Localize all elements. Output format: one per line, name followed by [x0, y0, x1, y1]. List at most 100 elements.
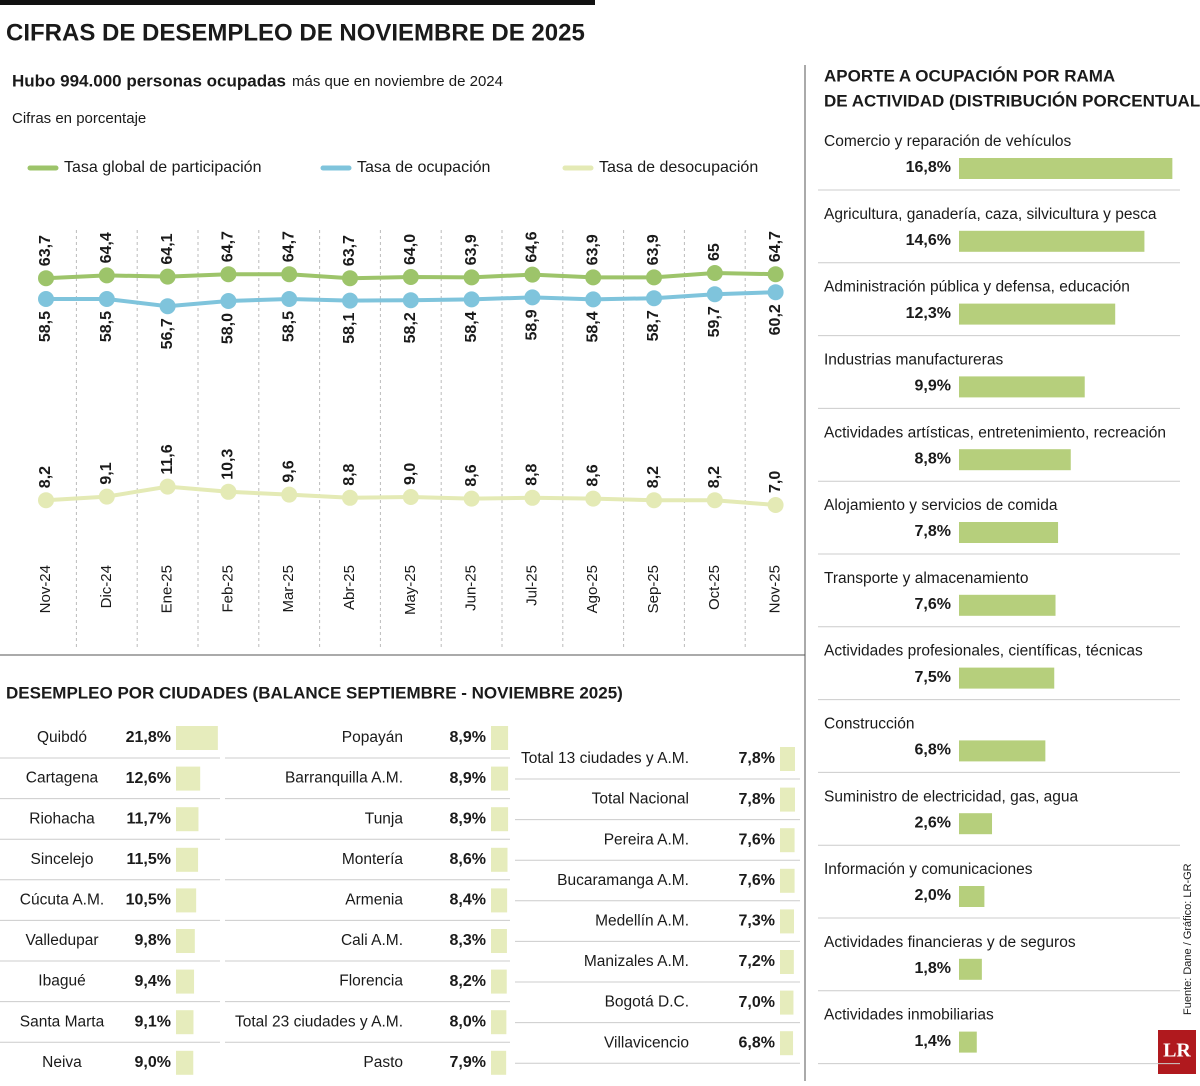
data-label: 63,7 [37, 235, 54, 266]
bar [780, 990, 794, 1015]
data-label: 8,8 [341, 463, 358, 485]
data-label: 58,7 [645, 310, 662, 341]
value-label: 8,6% [450, 851, 486, 868]
point [646, 269, 662, 286]
point [281, 291, 298, 307]
category-label: Industrias manufactureras [824, 351, 1003, 368]
category-label: Ibagué [38, 973, 85, 990]
category-label: Total Nacional [592, 791, 689, 808]
data-label: 64,7 [767, 231, 784, 262]
bar [491, 766, 509, 791]
category-label: Agricultura, ganadería, caza, silvicultu… [824, 206, 1157, 223]
data-label: 64,1 [159, 233, 176, 264]
bar [959, 958, 982, 980]
point [159, 298, 176, 315]
bar [959, 740, 1046, 762]
category-label: Popayán [342, 729, 403, 746]
data-label: 63,9 [463, 234, 480, 265]
data-label: 10,3 [220, 449, 237, 480]
point [767, 497, 784, 513]
bar [491, 807, 509, 832]
value-label: 7,8% [739, 791, 775, 808]
value-label: 16,8% [906, 159, 951, 176]
point [463, 269, 480, 286]
data-label: 11,6 [159, 444, 176, 474]
data-label: 58,4 [463, 311, 480, 342]
subtitle: Hubo 994.000 personas ocupadas [12, 71, 286, 90]
point [38, 291, 54, 307]
panel-title: DE ACTIVIDAD (DISTRIBUCIÓN PORCENTUAL) [824, 91, 1200, 110]
point [767, 266, 784, 283]
point [220, 293, 237, 309]
panel-title: APORTE A OCUPACIÓN POR RAMA [824, 66, 1115, 85]
value-label: 9,1% [135, 1013, 171, 1030]
data-label: 63,9 [645, 234, 662, 265]
x-tick-label: Feb-25 [219, 565, 236, 613]
top-bar [0, 0, 595, 5]
bar [176, 888, 197, 913]
point [524, 289, 541, 306]
source: Fuente: Dane / Gráfico: LR-GR [1182, 863, 1194, 1015]
value-label: 2,6% [915, 814, 951, 831]
value-label: 8,4% [450, 892, 486, 909]
logo-box [1158, 1030, 1196, 1074]
category-label: Transporte y almacenamiento [824, 570, 1028, 587]
data-label: 56,7 [159, 318, 176, 349]
bar [780, 1031, 794, 1056]
value-label: 8,9% [450, 810, 486, 827]
data-label: 8,8 [524, 463, 541, 485]
value-label: 7,8% [915, 523, 951, 540]
point [585, 291, 602, 308]
category-label: Comercio y reparación de vehículos [824, 133, 1072, 150]
point [706, 286, 723, 303]
category-label: Riohacha [29, 810, 95, 827]
x-tick-label: Dic-24 [98, 565, 115, 608]
value-label: 7,6% [739, 872, 775, 889]
category-label: Suministro de electricidad, gas, agua [824, 788, 1079, 805]
bar [491, 1050, 507, 1075]
bar [959, 230, 1145, 252]
category-label: Barranquilla A.M. [285, 770, 403, 787]
category-label: Actividades inmobiliarias [824, 1007, 994, 1024]
bar [491, 969, 507, 994]
value-label: 7,5% [915, 669, 951, 686]
value-label: 7,6% [915, 596, 951, 613]
category-label: Cúcuta A.M. [20, 891, 104, 908]
data-label: 58,5 [280, 311, 297, 342]
value-label: 7,3% [739, 913, 775, 930]
value-label: 8,9% [450, 770, 486, 787]
point [98, 291, 115, 307]
point [342, 270, 358, 287]
point [98, 267, 115, 284]
category-label: Pereira A.M. [604, 831, 689, 848]
category-label: Actividades profesionales, científicas, … [824, 643, 1143, 660]
value-label: 11,5% [127, 851, 171, 868]
data-label: 8,2 [706, 466, 723, 488]
value-label: 7,9% [450, 1054, 486, 1071]
category-label: Bucaramanga A.M. [557, 872, 689, 889]
value-label: 8,3% [450, 932, 486, 949]
point [159, 268, 176, 285]
bar [959, 1031, 977, 1053]
page-title: CIFRAS DE DESEMPLEO DE NOVIEMBRE DE 2025 [6, 19, 585, 46]
category-label: Actividades financieras y de seguros [824, 934, 1076, 951]
data-label: 9,0 [402, 463, 419, 485]
category-label: Quibdó [37, 729, 87, 746]
category-label: Valledupar [26, 932, 99, 949]
data-label: 8,2 [645, 466, 662, 488]
bar [176, 929, 195, 953]
value-label: 8,2% [450, 973, 486, 990]
bar [176, 766, 201, 791]
point [585, 490, 602, 507]
point [220, 483, 237, 500]
bar [176, 807, 199, 832]
bar [959, 158, 1173, 179]
bar [780, 950, 794, 974]
category-label: Bogotá D.C. [605, 994, 689, 1011]
point [38, 492, 54, 509]
x-tick-label: Oct-25 [706, 565, 723, 610]
data-label: 8,2 [37, 466, 54, 488]
data-label: 58,9 [524, 309, 541, 340]
point [706, 265, 723, 281]
category-label: Montería [342, 851, 404, 868]
